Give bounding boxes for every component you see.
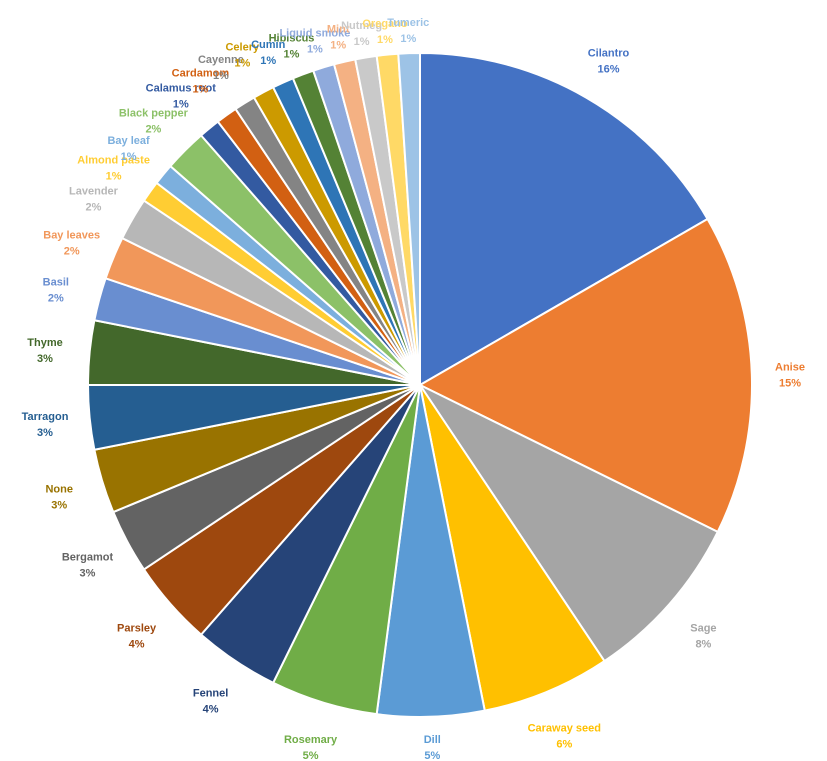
slice-name-label: Hibiscus <box>269 33 315 45</box>
slice-percent-label: 1% <box>354 36 370 48</box>
slice-name-label: Fennel <box>193 688 228 700</box>
slice-percent-label: 2% <box>64 246 80 258</box>
pie-slice-sage <box>419 384 719 663</box>
pie-slices <box>87 52 753 718</box>
pie-slice-anise <box>419 218 753 533</box>
slice-name-label: Lavender <box>69 186 119 198</box>
data-label-cayenne: Cayenne 1% <box>198 54 244 82</box>
data-label-rosemary: Rosemary 5% <box>284 734 338 761</box>
slice-percent-label: 1% <box>377 34 393 46</box>
slice-percent-label: 4% <box>203 704 219 716</box>
slice-name-label: Mint <box>327 23 350 35</box>
slice-percent-label: 3% <box>37 353 53 365</box>
slice-name-label: None <box>45 483 73 495</box>
slice-name-label: Sage <box>690 623 716 635</box>
slice-percent-label: 1% <box>234 58 250 70</box>
slice-name-label: Tarragon <box>22 411 69 423</box>
data-label-cumin: Cumin 1% <box>251 39 286 67</box>
slice-percent-label: 1% <box>400 33 416 45</box>
slice-name-label: Bergamot <box>62 552 114 564</box>
pie-labels: Cilantro 16% Anise 15% Sage 8% Caraway seed 6% D… <box>22 17 805 761</box>
data-label-hibiscus: Hibiscus 1% <box>269 33 315 61</box>
slice-name-label: Anise <box>775 362 805 374</box>
data-label-parsley: Parsley 4% <box>117 623 157 651</box>
pie-slice-tumeric <box>397 52 421 386</box>
slice-percent-label: 3% <box>37 427 53 439</box>
slice-name-label: Almond paste <box>77 154 150 166</box>
data-label-bergamot: Bergamot 3% <box>62 552 114 580</box>
data-label-fennel: Fennel 4% <box>193 688 228 716</box>
data-label-tarragon: Tarragon 3% <box>22 411 69 439</box>
data-label-sage: Sage 8% <box>690 623 716 651</box>
pie-slice-caraway-seed <box>419 384 606 712</box>
slice-name-label: Tumeric <box>387 17 429 29</box>
data-label-cilantro: Cilantro 16% <box>588 48 630 76</box>
data-label-bay-leaves: Bay leaves 2% <box>43 230 100 258</box>
slice-percent-label: 2% <box>48 292 64 304</box>
slice-name-label: Celery <box>225 42 260 54</box>
data-label-none: None 3% <box>45 483 73 511</box>
slice-percent-label: 15% <box>779 378 801 390</box>
data-label-black-pepper: Black pepper 2% <box>119 107 189 135</box>
slice-percent-label: 1% <box>213 70 229 82</box>
slice-name-label: Black pepper <box>119 107 189 119</box>
slice-percent-label: 1% <box>121 151 137 163</box>
slice-percent-label: 1% <box>260 55 276 67</box>
slice-percent-label: 4% <box>129 639 145 651</box>
slice-name-label: Oregano <box>362 18 408 30</box>
data-label-anise: Anise 15% <box>775 362 805 390</box>
slice-percent-label: 2% <box>145 123 161 135</box>
slice-percent-label: 2% <box>86 202 102 214</box>
data-label-tumeric: Tumeric 1% <box>387 17 429 45</box>
slice-name-label: Cardamom <box>172 68 230 80</box>
data-label-nutmeg: Nutmeg 1% <box>341 20 382 48</box>
data-label-celery: Celery 1% <box>225 42 260 70</box>
slice-percent-label: 5% <box>424 750 440 761</box>
slice-percent-label: 1% <box>192 84 208 96</box>
slice-name-label: Parsley <box>117 623 157 635</box>
slice-name-label: Dill <box>424 734 441 746</box>
slice-name-label: Nutmeg <box>341 20 382 32</box>
slice-name-label: Thyme <box>27 337 62 349</box>
slice-name-label: Cumin <box>251 39 286 51</box>
slice-name-label: Cayenne <box>198 54 244 66</box>
slice-percent-label: 5% <box>303 750 319 761</box>
slice-name-label: Caraway seed <box>528 722 601 734</box>
slice-name-label: Calamus root <box>146 83 217 95</box>
slice-percent-label: 1% <box>307 43 323 55</box>
slice-percent-label: 3% <box>51 499 67 511</box>
data-label-dill: Dill 5% <box>424 734 441 761</box>
data-label-lavender: Lavender 2% <box>69 186 119 214</box>
slice-percent-label: 6% <box>556 738 572 750</box>
slice-percent-label: 1% <box>173 99 189 111</box>
slice-percent-label: 8% <box>695 639 711 651</box>
data-label-thyme: Thyme 3% <box>27 337 62 365</box>
slice-name-label: Basil <box>43 276 69 288</box>
slice-name-label: Bay leaf <box>107 135 150 147</box>
slice-percent-label: 1% <box>330 39 346 51</box>
slice-percent-label: 1% <box>284 49 300 61</box>
data-label-caraway-seed: Caraway seed 6% <box>528 722 601 750</box>
slice-name-label: Liquid smoke <box>279 27 350 39</box>
data-label-basil: Basil 2% <box>43 276 69 304</box>
slice-name-label: Bay leaves <box>43 230 100 242</box>
slice-name-label: Cilantro <box>588 48 630 60</box>
slice-name-label: Rosemary <box>284 734 338 746</box>
data-label-oregano: Oregano 1% <box>362 18 408 46</box>
pie-slice-cilantro <box>419 52 709 386</box>
data-label-mint: Mint 1% <box>327 23 350 51</box>
slice-percent-label: 3% <box>80 568 96 580</box>
slice-percent-label: 16% <box>597 64 619 76</box>
slice-percent-label: 1% <box>106 170 122 182</box>
data-label-bay-leaf: Bay leaf 1% <box>107 135 150 163</box>
